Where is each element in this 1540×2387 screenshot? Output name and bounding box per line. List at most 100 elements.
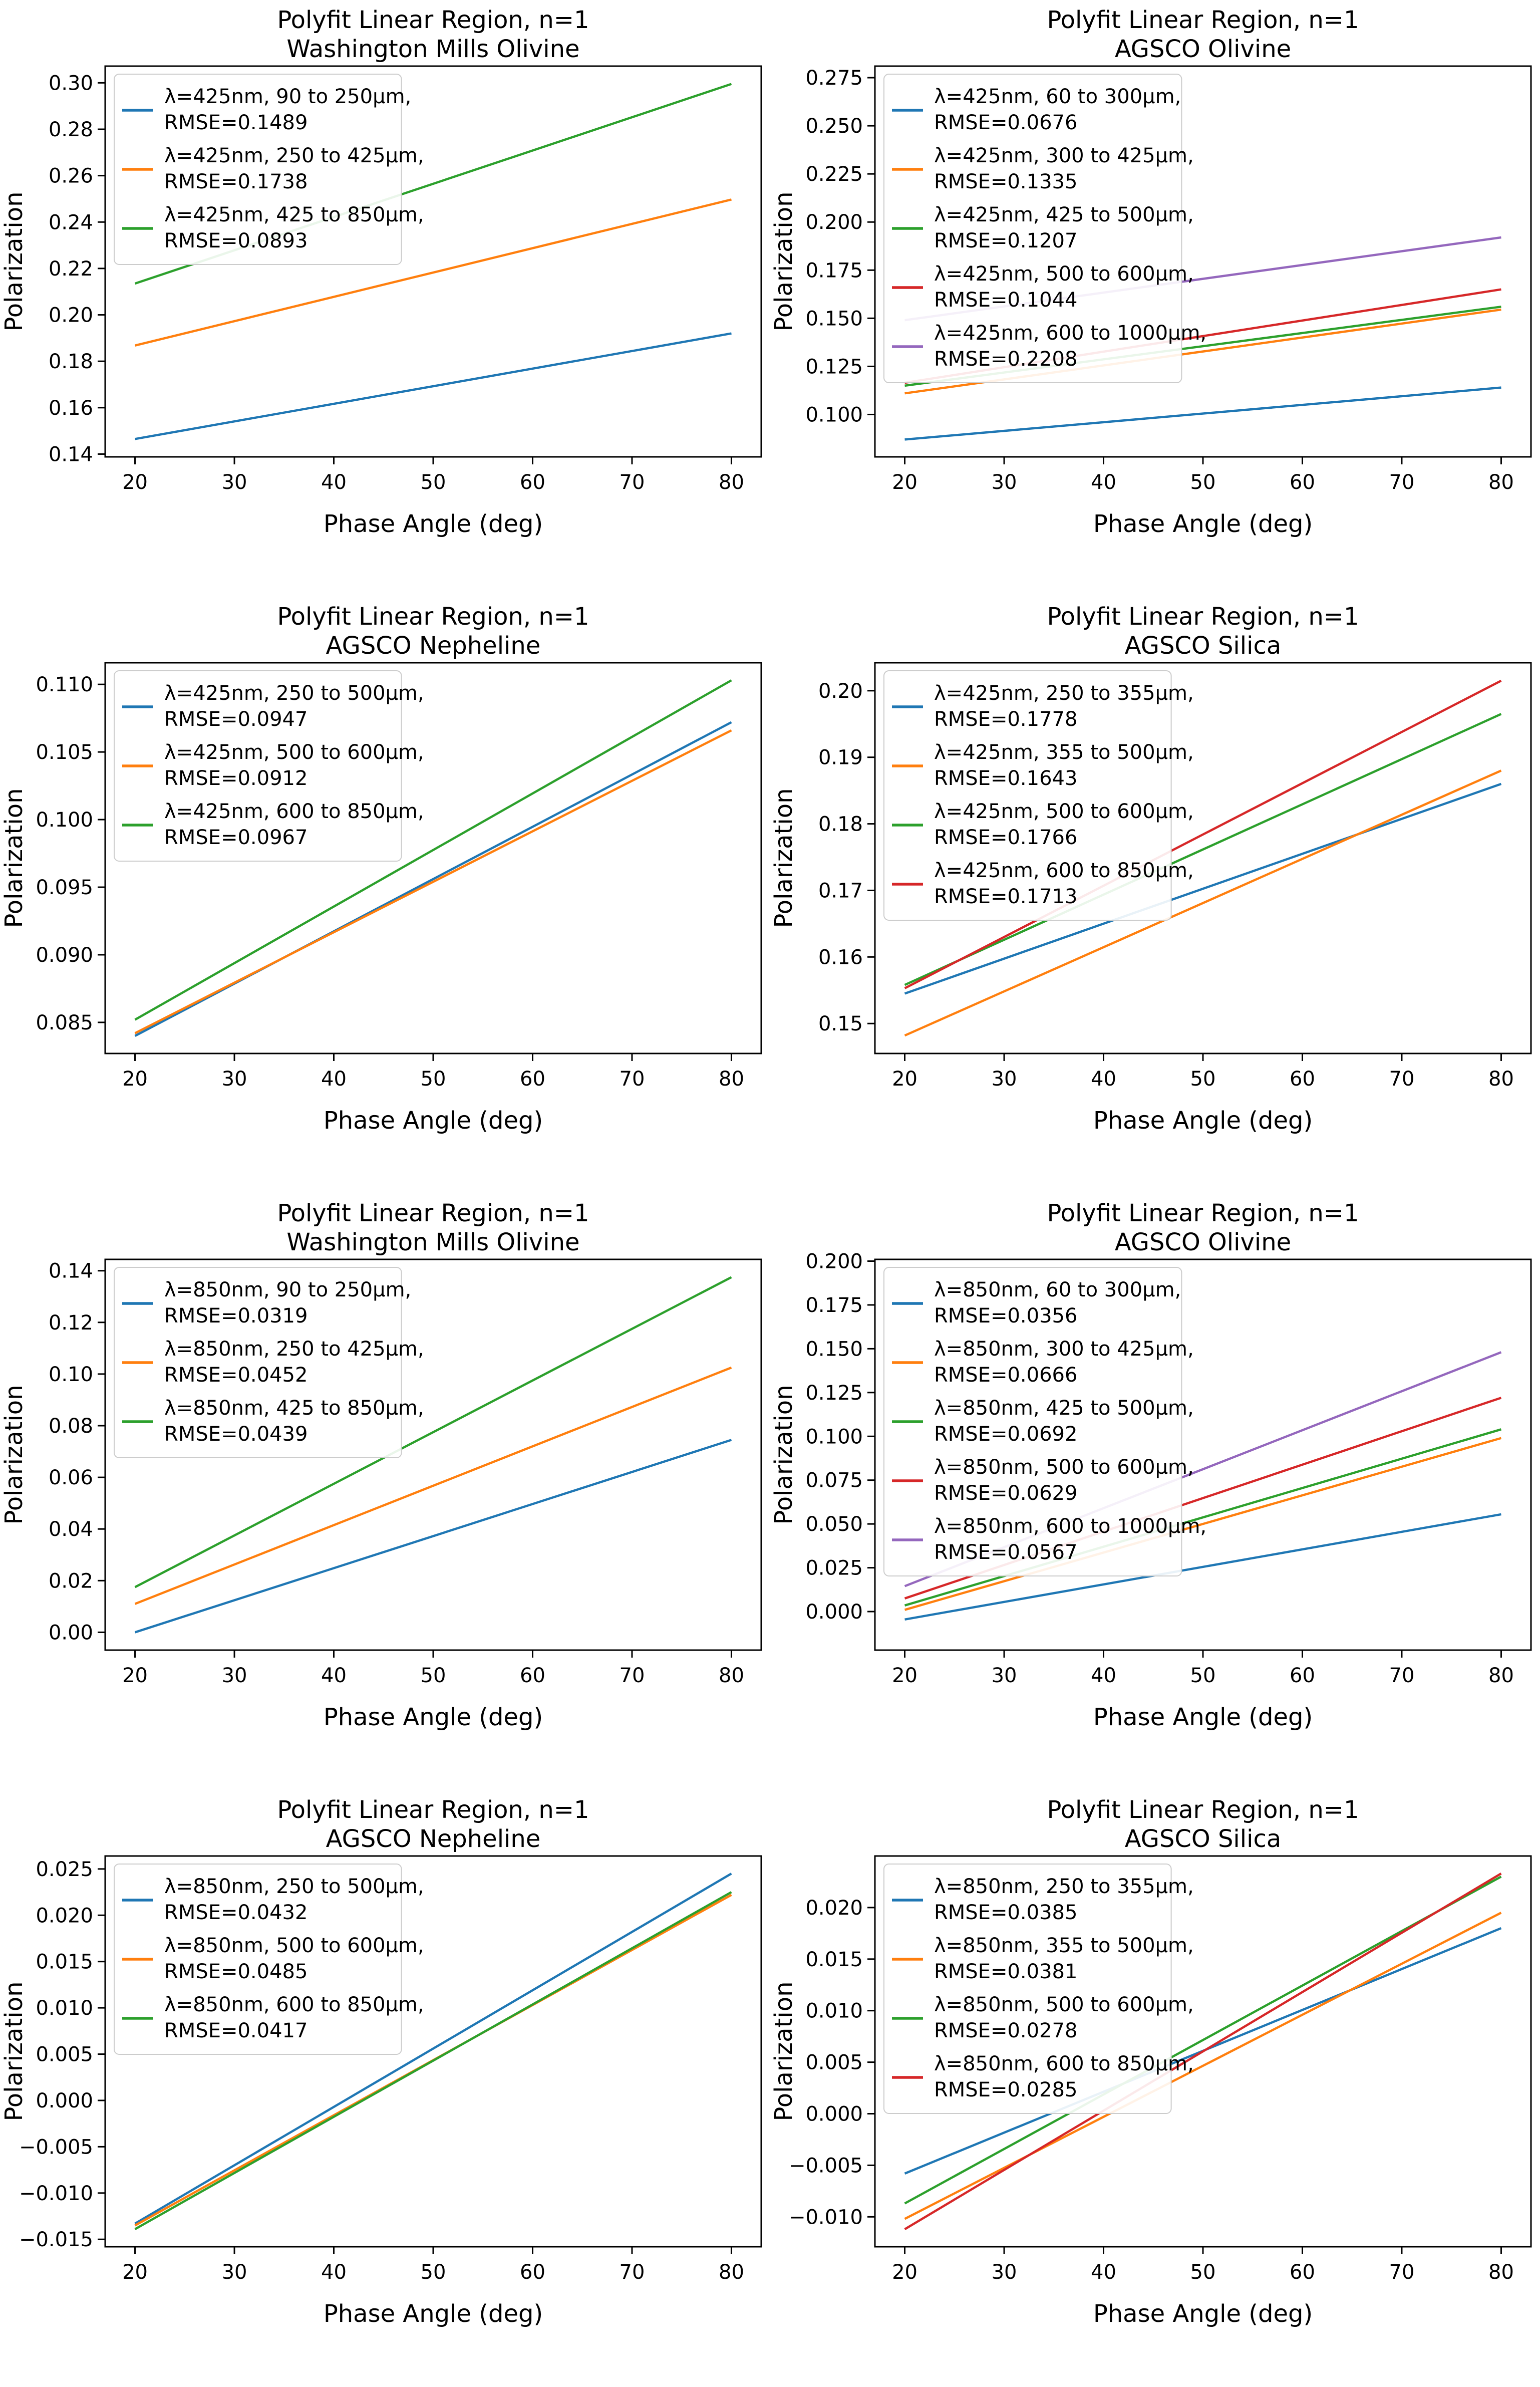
x-tick-label-0: 20: [892, 1664, 917, 1687]
legend-rmse-1: RMSE=0.1643: [934, 767, 1077, 790]
x-tick-label-2: 40: [1091, 1068, 1116, 1091]
x-tick-label-5: 70: [620, 2261, 645, 2284]
y-axis-label: Polarization: [770, 788, 798, 928]
legend-label-2: λ=425nm, 425 to 500μm,: [934, 203, 1194, 226]
y-tick-label-6: 0.150: [805, 1338, 863, 1361]
y-tick-label-6: 0.250: [805, 115, 863, 138]
subplot-agsco-olivine-850nm: Polyfit Linear Region, n=1 AGSCO Olivine P…: [770, 1193, 1540, 1790]
y-tick-label-0: 0.15: [818, 1012, 863, 1035]
legend-label-3: λ=425nm, 600 to 850μm,: [934, 859, 1194, 882]
y-tick-label-2: 0.17: [818, 879, 863, 902]
y-tick-label-7: 0.14: [49, 1260, 93, 1283]
chart-title-line1: Polyfit Linear Region, n=1: [1047, 1199, 1359, 1227]
y-tick-label-4: 0.105: [36, 741, 93, 764]
y-tick-label-3: 0.06: [49, 1466, 93, 1489]
series-line-2: [904, 1876, 1502, 2205]
y-tick-label-7: 0.175: [805, 1294, 863, 1317]
legend-rmse-0: RMSE=0.0385: [934, 1901, 1077, 1924]
y-tick-label-7: 0.275: [805, 67, 863, 90]
x-tick-label-3: 50: [1190, 1068, 1216, 1091]
series-line-2: [134, 1891, 732, 2230]
legend-rmse-1: RMSE=0.1738: [164, 170, 307, 193]
axes-frame: [104, 662, 762, 1054]
legend-label-3: λ=850nm, 600 to 850μm,: [934, 2052, 1194, 2075]
y-tick-label-3: 0.100: [36, 809, 93, 832]
legend-label-2: λ=850nm, 425 to 500μm,: [934, 1397, 1194, 1420]
subplot-agsco-olivine-425nm: Polyfit Linear Region, n=1 AGSCO Olivine P…: [770, 0, 1540, 597]
legend-box: [883, 670, 1172, 921]
legend-box: [114, 1267, 402, 1458]
y-axis-label: Polarization: [0, 788, 28, 928]
x-tick-label-0: 20: [892, 1068, 917, 1091]
subplot-agsco-silica-850nm: Polyfit Linear Region, n=1 AGSCO Silica Po…: [770, 1790, 1540, 2387]
x-tick-label-5: 70: [1389, 1068, 1415, 1091]
legend-label-3: λ=425nm, 500 to 600μm,: [934, 262, 1194, 286]
y-axis-label: Polarization: [0, 1385, 28, 1525]
legend-label-0: λ=425nm, 250 to 355μm,: [934, 682, 1194, 705]
legend-label-1: λ=850nm, 500 to 600μm,: [164, 1934, 424, 1957]
legend-rmse-3: RMSE=0.1044: [934, 289, 1077, 312]
legend-box: [114, 1864, 402, 2055]
y-tick-label-3: 0.175: [805, 259, 863, 282]
y-tick-label-0: 0.085: [36, 1011, 93, 1034]
x-axis-label: Phase Angle (deg): [1093, 1107, 1313, 1135]
chart-title-line1: Polyfit Linear Region, n=1: [277, 603, 589, 631]
chart-title-line2: Washington Mills Olivine: [286, 1228, 579, 1256]
x-axis-label: Phase Angle (deg): [1093, 1703, 1313, 1731]
y-tick-label-1: 0.02: [49, 1569, 93, 1593]
x-tick-label-4: 60: [1290, 2261, 1315, 2284]
legend-label-0: λ=425nm, 250 to 500μm,: [164, 682, 424, 705]
x-tick-label-6: 80: [719, 1068, 744, 1091]
legend-box: [883, 74, 1182, 383]
x-tick-label-5: 70: [620, 1068, 645, 1091]
y-tick-label-0: −0.010: [789, 2206, 863, 2229]
y-tick-label-2: 0.18: [49, 350, 93, 373]
x-axis-label: Phase Angle (deg): [1093, 2300, 1313, 2328]
x-tick-label-1: 30: [222, 1068, 247, 1091]
legend-label-2: λ=425nm, 425 to 850μm,: [164, 203, 424, 226]
y-tick-label-5: 0.010: [36, 1997, 93, 2020]
legend-rmse-4: RMSE=0.2208: [934, 348, 1077, 371]
legend-rmse-0: RMSE=0.1778: [934, 708, 1077, 731]
y-tick-label-0: 0.00: [49, 1621, 93, 1644]
y-tick-label-3: 0.000: [36, 2089, 93, 2112]
legend-box: [114, 670, 402, 862]
y-axis-label: Polarization: [0, 192, 28, 332]
x-tick-label-6: 80: [719, 1664, 744, 1687]
legend-label-1: λ=425nm, 250 to 425μm,: [164, 144, 424, 167]
subplot-agsco-nepheline-850nm: Polyfit Linear Region, n=1 AGSCO Nephelin…: [0, 1790, 770, 2387]
legend-label-2: λ=425nm, 500 to 600μm,: [934, 800, 1194, 823]
y-tick-label-8: 0.200: [805, 1250, 863, 1273]
x-tick-label-1: 30: [992, 1068, 1017, 1091]
series-line-1: [135, 198, 732, 347]
chart-title-line1: Polyfit Linear Region, n=1: [1047, 603, 1359, 631]
legend-box: [883, 1267, 1182, 1576]
chart-title-line1: Polyfit Linear Region, n=1: [1047, 1796, 1359, 1824]
chart-title-line2: AGSCO Olivine: [1115, 1228, 1291, 1256]
y-tick-label-4: 0.08: [49, 1415, 93, 1438]
legend-rmse-1: RMSE=0.0452: [164, 1364, 307, 1387]
legend-rmse-4: RMSE=0.0567: [934, 1541, 1077, 1564]
chart-title-line1: Polyfit Linear Region, n=1: [277, 6, 589, 34]
legend-label-4: λ=425nm, 600 to 1000μm,: [934, 322, 1206, 345]
x-tick-label-4: 60: [520, 1068, 545, 1091]
y-tick-label-3: 0.005: [805, 2051, 863, 2074]
y-tick-label-0: 0.100: [805, 403, 863, 426]
series-line-0: [135, 332, 732, 440]
series-line-2: [904, 713, 1502, 986]
axes-frame: [104, 1258, 762, 1651]
legend-label-2: λ=425nm, 600 to 850μm,: [164, 800, 424, 823]
series-line-0: [134, 1873, 732, 2225]
chart-title-line2: AGSCO Silica: [1125, 632, 1282, 660]
chart-title-line1: Polyfit Linear Region, n=1: [277, 1796, 589, 1824]
y-tick-label-6: 0.12: [49, 1311, 93, 1335]
y-tick-label-6: 0.26: [49, 165, 93, 188]
x-tick-label-0: 20: [122, 2261, 148, 2284]
x-tick-label-4: 60: [1290, 1664, 1315, 1687]
x-tick-label-0: 20: [122, 471, 148, 494]
x-tick-label-2: 40: [321, 1664, 347, 1687]
legend-label-2: λ=850nm, 425 to 850μm,: [164, 1397, 424, 1420]
y-tick-label-4: 0.010: [805, 2000, 863, 2023]
